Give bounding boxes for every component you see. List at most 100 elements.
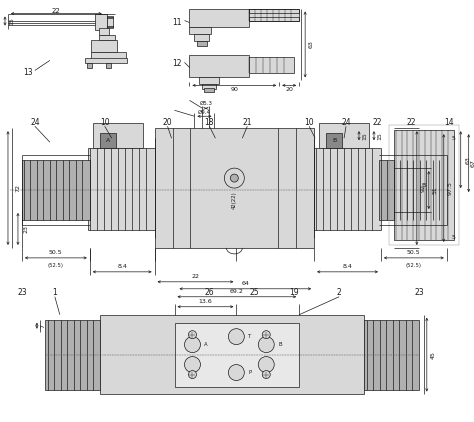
Bar: [202, 84, 217, 89]
Bar: [85, 58, 127, 63]
Circle shape: [189, 331, 196, 338]
Text: 50.5: 50.5: [49, 250, 63, 255]
Text: 67: 67: [470, 159, 474, 167]
Text: 24: 24: [30, 118, 40, 127]
Text: 11: 11: [172, 18, 182, 27]
Text: 23: 23: [23, 225, 28, 233]
Text: 20: 20: [163, 118, 173, 127]
Text: 64: 64: [241, 281, 249, 286]
Text: B: B: [422, 183, 426, 187]
Text: 15: 15: [377, 132, 383, 140]
Text: 10: 10: [304, 118, 314, 127]
Bar: [95, 14, 107, 30]
Bar: [190, 8, 249, 27]
Text: 13.6: 13.6: [199, 299, 212, 304]
Text: 92: 92: [420, 184, 425, 192]
Text: 5: 5: [452, 235, 456, 241]
Text: 1: 1: [53, 288, 57, 297]
Text: 50.5: 50.5: [407, 250, 420, 255]
Text: 20: 20: [285, 87, 293, 92]
Text: 15: 15: [9, 17, 15, 25]
Text: 2: 2: [337, 288, 341, 297]
Text: 69.2: 69.2: [230, 289, 244, 294]
Text: Ø9.4: Ø9.4: [198, 110, 211, 115]
Bar: [249, 8, 299, 13]
Text: (52.5): (52.5): [48, 263, 64, 268]
Text: 26: 26: [205, 288, 214, 297]
Bar: [155, 128, 314, 248]
Bar: [249, 8, 299, 21]
Text: P: P: [248, 370, 251, 375]
Text: 7: 7: [40, 324, 46, 327]
Bar: [364, 320, 419, 390]
Bar: [389, 125, 459, 245]
Bar: [91, 52, 126, 60]
Bar: [190, 55, 249, 77]
Bar: [194, 35, 210, 41]
Bar: [190, 27, 211, 35]
Bar: [394, 130, 454, 240]
Bar: [198, 41, 208, 46]
Bar: [249, 57, 294, 73]
Text: 5: 5: [452, 136, 456, 141]
Bar: [107, 16, 113, 27]
Text: 14: 14: [444, 118, 454, 127]
Bar: [22, 160, 90, 220]
Circle shape: [230, 174, 238, 182]
Text: 45: 45: [430, 351, 435, 359]
Bar: [314, 148, 381, 230]
Text: 12: 12: [172, 59, 182, 68]
Text: 13: 13: [23, 68, 33, 77]
Circle shape: [184, 357, 201, 373]
Text: 15: 15: [363, 132, 367, 140]
Text: 63: 63: [309, 41, 314, 49]
Bar: [45, 320, 100, 390]
Text: 22: 22: [191, 274, 200, 279]
Text: (52.5): (52.5): [406, 263, 422, 268]
Bar: [204, 88, 214, 92]
Circle shape: [228, 365, 244, 381]
Circle shape: [258, 357, 274, 373]
Text: B: B: [332, 138, 336, 143]
Text: 72: 72: [16, 184, 20, 192]
Bar: [200, 77, 219, 84]
Bar: [88, 148, 155, 230]
Text: 63: 63: [465, 156, 470, 164]
Text: 24: 24: [341, 118, 351, 127]
Text: 18: 18: [205, 118, 214, 127]
Text: 21: 21: [243, 118, 252, 127]
Text: B: B: [278, 342, 282, 347]
Text: 22: 22: [52, 8, 61, 14]
Circle shape: [189, 371, 196, 379]
Bar: [100, 133, 116, 148]
Text: 8.4: 8.4: [343, 264, 353, 269]
Bar: [107, 16, 113, 18]
Bar: [326, 133, 342, 148]
Bar: [379, 160, 447, 220]
Text: 10: 10: [100, 118, 109, 127]
Bar: [249, 16, 299, 21]
Text: 97.5: 97.5: [447, 181, 452, 195]
Bar: [99, 35, 115, 41]
Text: 19: 19: [289, 288, 299, 297]
Bar: [319, 123, 369, 148]
Text: 23: 23: [414, 288, 424, 297]
Circle shape: [228, 329, 244, 345]
Bar: [87, 63, 92, 68]
Text: 23: 23: [17, 288, 27, 297]
Circle shape: [258, 337, 274, 353]
Text: Ø5.3: Ø5.3: [200, 101, 212, 106]
Bar: [99, 27, 109, 35]
Bar: [93, 123, 143, 148]
Text: 90: 90: [230, 87, 238, 92]
Bar: [174, 323, 299, 387]
Text: 51: 51: [432, 186, 438, 194]
Text: 8.4: 8.4: [117, 264, 127, 269]
Text: A: A: [204, 342, 208, 347]
Text: A: A: [106, 138, 110, 143]
Text: 22: 22: [372, 118, 382, 127]
Circle shape: [184, 337, 201, 353]
Bar: [106, 63, 111, 68]
Text: 25: 25: [249, 288, 259, 297]
Bar: [91, 41, 117, 52]
